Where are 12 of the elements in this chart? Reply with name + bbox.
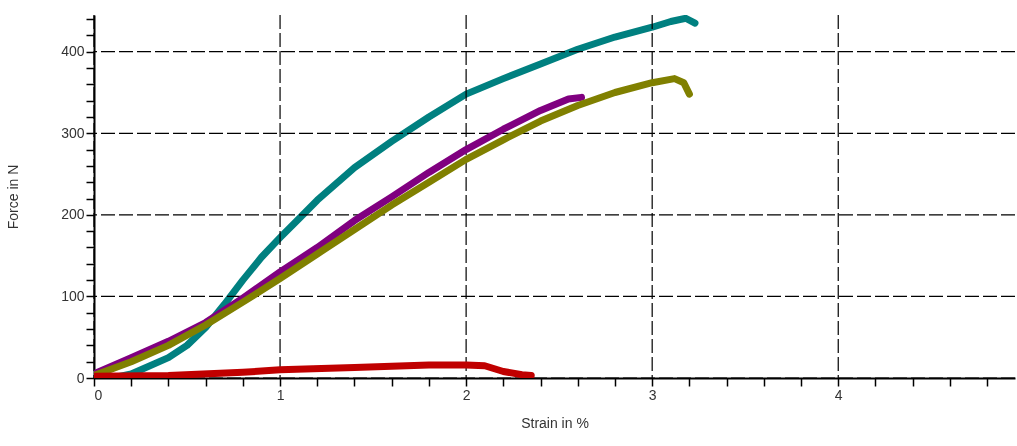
- y-tick-label: 100: [61, 287, 85, 304]
- x-tick-label: 4: [834, 386, 843, 403]
- x-tick-label: 2: [462, 386, 471, 403]
- y-tick-label: 0: [76, 369, 85, 386]
- y-axis-title: Force in N: [5, 164, 22, 230]
- x-axis-title: Strain in %: [521, 414, 589, 431]
- x-tick-label: 3: [648, 386, 657, 403]
- x-tick-label: 1: [276, 386, 285, 403]
- y-tick-label: 200: [61, 206, 85, 223]
- y-tick-label: 400: [61, 43, 85, 60]
- y-tick-label: 300: [61, 124, 85, 141]
- x-tick-label: 0: [94, 386, 103, 403]
